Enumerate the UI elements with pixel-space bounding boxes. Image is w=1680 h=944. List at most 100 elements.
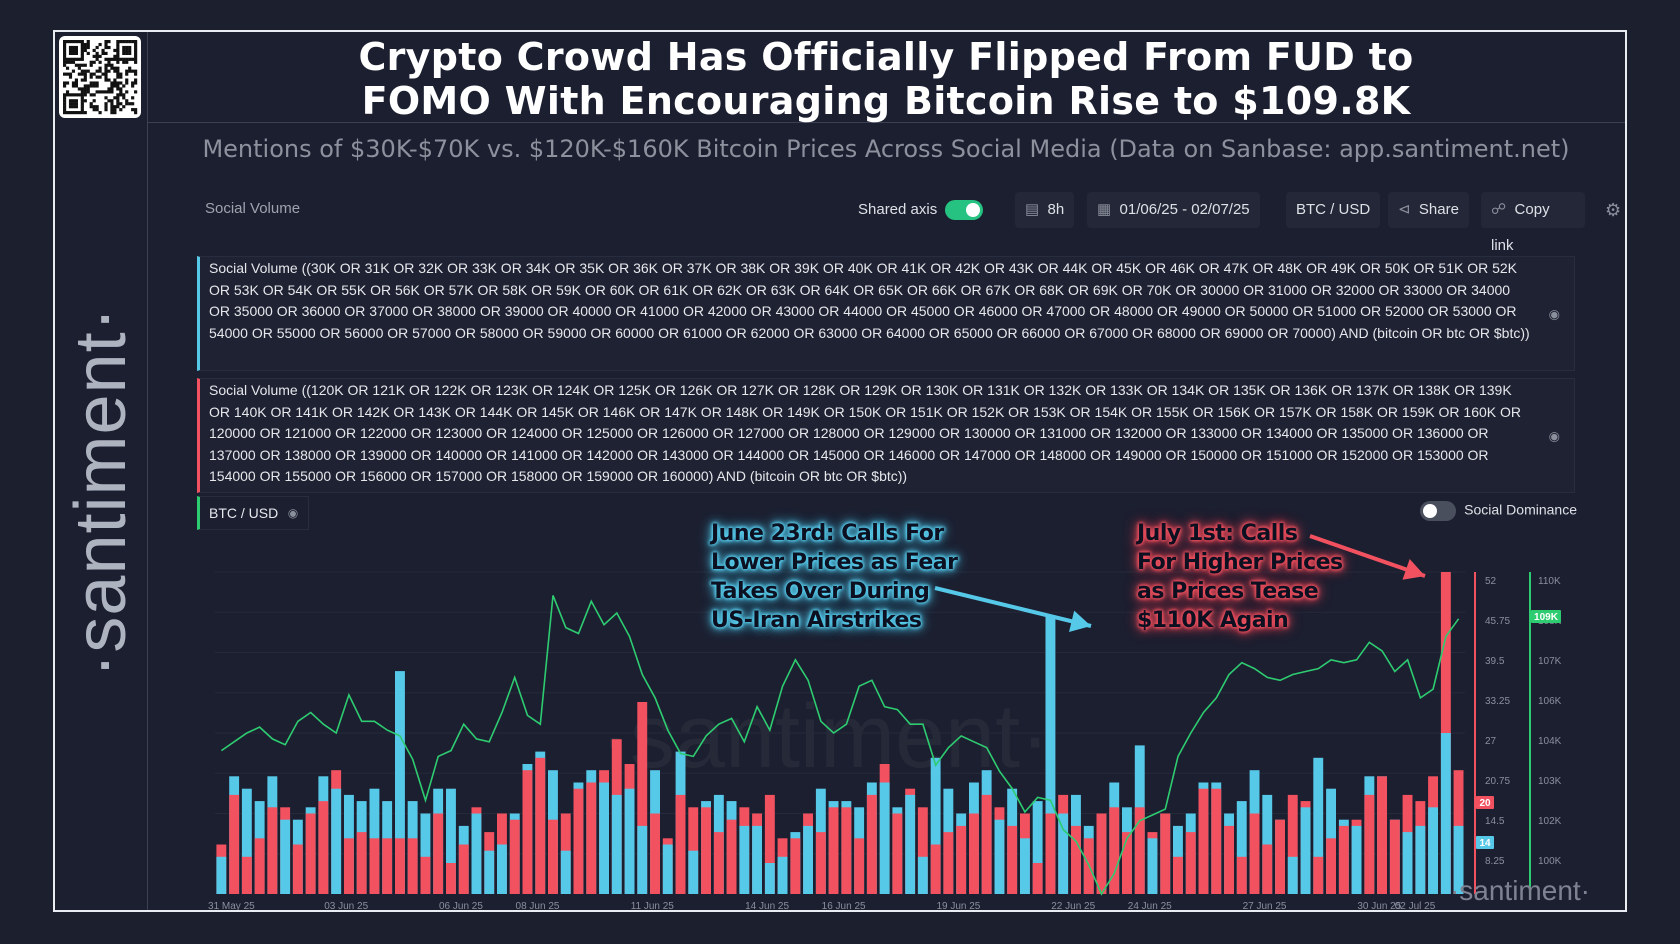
bar-low-prices [241, 788, 252, 894]
bar-high-prices [969, 813, 979, 894]
annotation-line: Takes Over During [711, 579, 930, 604]
bar-low-prices [1147, 838, 1158, 894]
shared-axis-toggle[interactable]: Shared axis [858, 192, 984, 228]
bar-low-prices [930, 757, 941, 894]
title-line-2: FOMO With Encouraging Bitcoin Rise to $1… [361, 79, 1411, 123]
bar-high-prices [382, 838, 393, 894]
bar-high-prices [1236, 856, 1247, 894]
watermark: ·santiment· [600, 687, 1050, 787]
query-high-prices[interactable]: Social Volume ((120K OR 121K OR 122K OR … [197, 378, 1575, 493]
bar-high-prices [548, 819, 558, 894]
y2-tick-label: 102K [1538, 816, 1562, 827]
bar-high-prices [981, 794, 992, 894]
y2-tick-label: 110K [1538, 576, 1561, 587]
x-tick-label: 24 Jun 25 [1128, 901, 1172, 912]
share-label: Share [1418, 201, 1459, 218]
bar-low-prices [560, 850, 571, 894]
copy-link-button[interactable]: ☍ Copy link [1481, 192, 1585, 254]
query-low-prices[interactable]: Social Volume ((30K OR 31K OR 32K OR 33K… [197, 256, 1575, 371]
link-icon: ☍ [1491, 201, 1507, 218]
date-range-button[interactable]: ▦ 01/06/25 - 02/07/25 [1087, 192, 1260, 228]
x-tick-label: 02 Jul 25 [1395, 901, 1436, 912]
x-tick-label: 30 Jun 25 [1357, 901, 1401, 912]
btc-usd-chip[interactable]: BTC / USD ◉ [197, 496, 310, 530]
bar-low-prices [420, 813, 431, 894]
bar-low-prices [803, 825, 813, 894]
annotation-line: July 1st: Calls [1137, 521, 1298, 546]
bar-high-prices [356, 832, 367, 894]
bar-low-prices [905, 794, 916, 894]
bar-low-prices [752, 825, 762, 894]
bar-high-prices [535, 757, 546, 894]
bar-high-prices [1185, 832, 1196, 894]
y-tick-label: 8.25 [1485, 856, 1505, 867]
bar-high-prices [369, 838, 380, 894]
bar-high-prices [1364, 794, 1375, 894]
eye-icon[interactable]: ◉ [287, 506, 299, 520]
bar-low-prices [1402, 832, 1413, 894]
bar-low-prices [1058, 813, 1069, 894]
bar-high-prices [1173, 856, 1183, 894]
bar-low-prices [1045, 615, 1056, 894]
toggle-switch-icon [945, 200, 984, 221]
bar-low-prices [280, 819, 291, 894]
corner-watermark: ·santiment· [1450, 875, 1590, 906]
annotation-line: Lower Prices as Fear [711, 550, 958, 575]
bar-high-prices [956, 825, 967, 894]
y-tick-label: 45.75 [1485, 616, 1510, 627]
page-title: Crypto Crowd Has Officially Flipped From… [147, 35, 1625, 123]
social-dominance-toggle[interactable]: Social Dominance [1420, 501, 1577, 521]
badge-low-last-bg [1476, 836, 1494, 849]
share-button[interactable]: ⊲ Share [1388, 192, 1469, 228]
y2-tick-label: 104K [1538, 736, 1562, 747]
bar-high-prices [229, 794, 240, 894]
arrow-july-1-head [1402, 559, 1425, 580]
bar-high-prices [446, 863, 456, 894]
annotation-line: as Prices Tease [1137, 579, 1319, 604]
bar-low-prices [471, 813, 482, 894]
x-tick-label: 14 Jun 25 [745, 901, 789, 912]
bar-high-prices [420, 856, 431, 894]
bar-low-prices [688, 850, 699, 894]
badge-low-last: 14 [1479, 838, 1491, 849]
date-range-label: 01/06/25 - 02/07/25 [1119, 201, 1250, 218]
bar-low-prices [1300, 807, 1311, 894]
interval-button[interactable]: ▤ 8h [1015, 192, 1075, 228]
y2-tick-label: 107K [1538, 656, 1562, 667]
annotation-line: $110K Again [1137, 608, 1289, 633]
y-tick-label: 27 [1485, 736, 1497, 747]
badge-price-last: 109K [1534, 612, 1559, 623]
x-tick-label: 19 Jun 25 [936, 901, 980, 912]
bar-high-prices [1262, 844, 1273, 894]
pair-button[interactable]: BTC / USD [1286, 192, 1381, 228]
eye-icon[interactable]: ◉ [1548, 305, 1560, 321]
bar-high-prices [828, 807, 839, 894]
bar-low-prices [764, 863, 775, 894]
x-tick-label: 11 Jun 25 [631, 901, 675, 912]
settings-gear-icon[interactable]: ⚙ [1605, 200, 1622, 220]
bar-low-prices [331, 788, 342, 894]
bar-high-prices [854, 838, 865, 894]
bar-low-prices [994, 819, 1005, 894]
bar-low-prices [1351, 825, 1362, 894]
eye-icon[interactable]: ◉ [1548, 427, 1560, 443]
bar-low-prices [497, 844, 507, 894]
copy-link-label: Copy link [1491, 201, 1550, 254]
bar-high-prices [292, 844, 303, 894]
bar-low-prices [1020, 838, 1030, 894]
bar-high-prices [1224, 825, 1234, 894]
bar-low-prices [611, 794, 622, 894]
query-low-text: Social Volume ((30K OR 31K OR 32K OR 33K… [209, 260, 1530, 341]
y2-tick-label: 100K [1538, 856, 1562, 867]
y-tick-label: 52 [1485, 576, 1497, 587]
bar-high-prices [1287, 794, 1298, 894]
bar-high-prices [841, 807, 852, 894]
annotation-line: For Higher Prices [1137, 550, 1343, 575]
bar-high-prices [344, 838, 354, 894]
bar-high-prices [1389, 819, 1400, 894]
annotation-line: June 23rd: Calls For [711, 521, 944, 546]
badge-high-last-bg [1476, 796, 1494, 809]
bar-high-prices [675, 794, 686, 894]
bar-high-prices [433, 813, 444, 894]
share-icon: ⊲ [1398, 201, 1411, 218]
